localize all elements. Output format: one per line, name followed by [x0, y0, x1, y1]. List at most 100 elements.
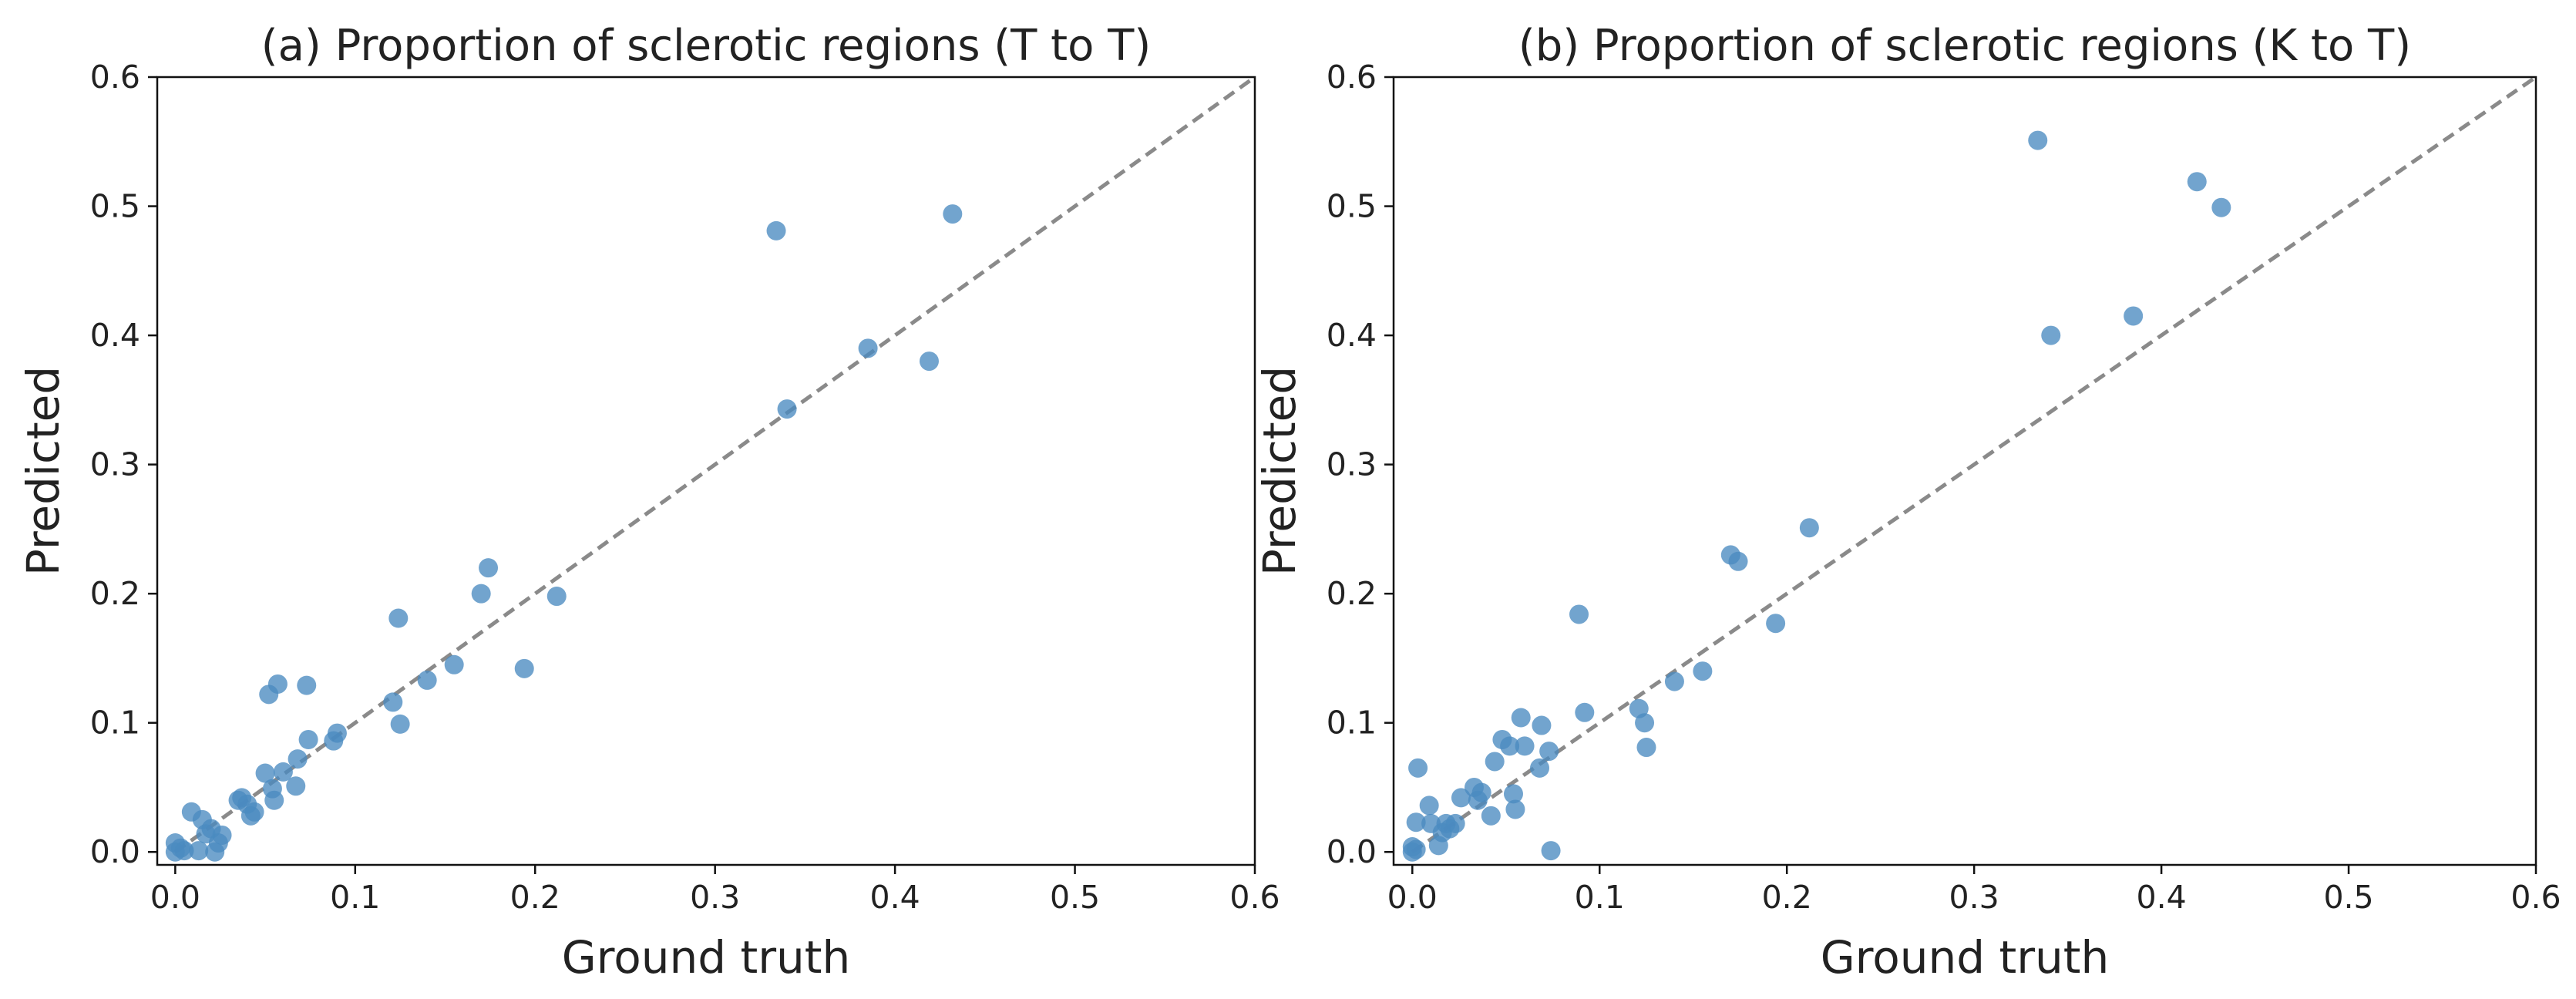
y-axis-label: Predicted — [1253, 366, 1306, 576]
data-point — [1541, 841, 1561, 861]
data-point — [2028, 130, 2048, 150]
y-tick-label: 0.6 — [90, 59, 140, 96]
chart-title: (a) Proportion of sclerotic regions (T t… — [261, 21, 1151, 71]
x-tick-label: 0.1 — [330, 879, 380, 916]
data-point — [766, 220, 786, 240]
panel-a: (a) Proportion of sclerotic regions (T t… — [17, 21, 1280, 984]
data-point — [264, 790, 284, 810]
x-tick-label: 0.4 — [2136, 879, 2186, 916]
x-tick-label: 0.2 — [510, 879, 560, 916]
y-tick-label: 0.2 — [1327, 575, 1377, 612]
data-point — [2041, 325, 2061, 345]
x-tick-label: 0.6 — [2510, 879, 2561, 916]
y-tick-label: 0.3 — [1327, 446, 1377, 483]
data-point — [777, 399, 797, 419]
data-point — [189, 841, 209, 861]
data-point — [479, 558, 499, 578]
data-point — [1664, 671, 1684, 691]
data-point — [327, 723, 347, 743]
x-tick-label: 0.6 — [1229, 879, 1280, 916]
data-point — [1406, 812, 1426, 832]
data-point — [297, 675, 317, 695]
x-tick-label: 0.3 — [1949, 879, 1999, 916]
data-point — [174, 841, 194, 861]
x-tick-label: 0.0 — [1387, 879, 1438, 916]
data-point — [1539, 742, 1559, 762]
data-point — [417, 670, 437, 690]
y-tick-label: 0.0 — [1327, 833, 1377, 870]
data-point — [1766, 614, 1786, 634]
data-point — [1485, 752, 1505, 772]
identity-reference-line — [1411, 75, 2537, 854]
data-point — [383, 692, 403, 712]
y-tick-label: 0.1 — [90, 705, 140, 742]
data-point — [444, 654, 464, 674]
data-point — [1505, 799, 1525, 819]
data-point — [267, 674, 288, 694]
data-point — [514, 658, 534, 678]
data-point — [288, 749, 308, 769]
x-tick-label: 0.3 — [690, 879, 740, 916]
data-point — [390, 714, 410, 734]
data-point — [1451, 788, 1471, 808]
x-tick-label: 0.4 — [870, 879, 920, 916]
data-point — [244, 802, 264, 822]
data-point — [1471, 782, 1491, 802]
data-point — [546, 587, 567, 607]
data-point — [2211, 197, 2231, 217]
y-tick-label: 0.0 — [90, 833, 140, 870]
data-point — [1636, 738, 1656, 758]
data-point — [212, 825, 232, 845]
data-point — [1419, 796, 1439, 816]
chart-title: (b) Proportion of sclerotic regions (K t… — [1518, 21, 2411, 71]
y-tick-label: 0.4 — [90, 317, 140, 354]
x-tick-label: 0.5 — [1050, 879, 1100, 916]
data-point — [1481, 806, 1501, 826]
y-tick-label: 0.4 — [1327, 317, 1377, 354]
data-point — [471, 584, 491, 604]
x-tick-label: 0.1 — [1575, 879, 1625, 916]
axes-frame — [156, 76, 1256, 866]
data-point — [919, 352, 939, 372]
identity-reference-line — [173, 75, 1256, 854]
y-tick-label: 0.3 — [90, 446, 140, 483]
data-point — [388, 608, 409, 628]
data-point — [2124, 306, 2144, 326]
y-tick-label: 0.2 — [90, 575, 140, 612]
panel-b: (b) Proportion of sclerotic regions (K t… — [1253, 21, 2561, 984]
data-point — [1799, 518, 1819, 538]
data-point — [1575, 702, 1595, 722]
axes-frame — [1392, 76, 2537, 866]
data-point — [1532, 715, 1552, 735]
data-point — [273, 762, 293, 782]
data-point — [1515, 736, 1535, 756]
data-point — [1635, 713, 1655, 733]
x-tick-label: 0.0 — [150, 879, 200, 916]
data-point — [298, 729, 318, 749]
data-point — [1408, 758, 1428, 778]
data-point — [1530, 758, 1550, 778]
data-point — [1503, 784, 1523, 804]
y-axis-label: Predicted — [17, 366, 69, 576]
data-point — [255, 763, 275, 783]
data-point — [1500, 736, 1520, 756]
data-point — [286, 776, 306, 796]
x-tick-label: 0.5 — [2323, 879, 2373, 916]
data-point — [1569, 604, 1589, 624]
data-point — [1406, 839, 1426, 859]
data-point — [1511, 708, 1531, 728]
data-point — [858, 338, 878, 358]
data-point — [1693, 661, 1713, 681]
data-point — [943, 204, 963, 224]
data-point — [1728, 551, 1748, 571]
x-tick-label: 0.2 — [1762, 879, 1812, 916]
data-point — [2187, 172, 2207, 192]
y-tick-label: 0.5 — [1327, 188, 1377, 225]
y-tick-label: 0.6 — [1327, 59, 1377, 96]
y-tick-label: 0.1 — [1327, 705, 1377, 742]
x-axis-label: Ground truth — [562, 931, 851, 984]
data-point — [1445, 813, 1465, 833]
y-tick-label: 0.5 — [90, 188, 140, 225]
